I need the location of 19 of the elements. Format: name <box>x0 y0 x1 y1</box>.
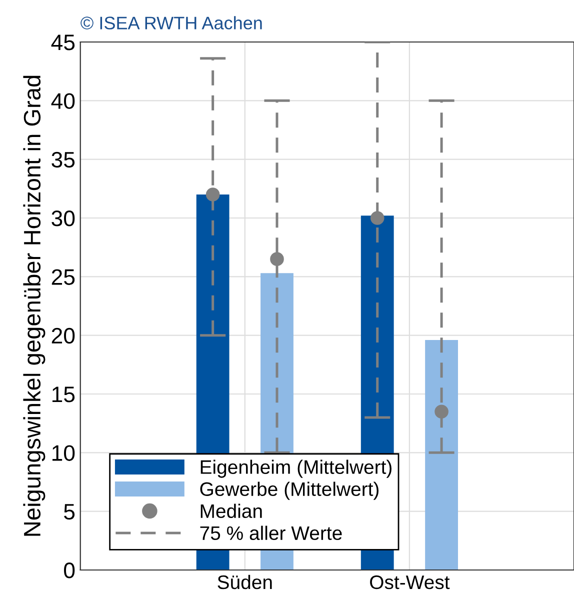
y-tick-label: 15 <box>52 386 75 402</box>
y-tick-label: 10 <box>52 445 75 461</box>
y-tick-label: 45 <box>51 34 75 50</box>
y-axis-title: Neigungswinkel gegenüber Horizont in Grad <box>23 76 46 536</box>
x-tick-label: Süden <box>218 574 272 590</box>
y-tick-label: 30 <box>52 210 75 226</box>
y-tick-label: 35 <box>52 152 75 168</box>
y-tick-label: 0 <box>64 562 75 578</box>
y-tick-label: 40 <box>51 93 75 109</box>
annotation: 75 % aller Werte <box>200 526 342 540</box>
legend-label: Eigenheim (Mittelwert) <box>200 460 392 478</box>
bar <box>425 340 458 570</box>
legend-label: Gewerbe (Mittelwert) <box>200 482 379 500</box>
y-tick-label: 20 <box>52 328 75 344</box>
y-tick-label: 25 <box>52 269 75 285</box>
y-tick-label: 5 <box>64 504 75 520</box>
text: © ISEA RWTH Aachen <box>80 16 262 30</box>
x-tick-label: Ost-West <box>370 575 450 590</box>
legend-label: Median <box>200 504 262 518</box>
